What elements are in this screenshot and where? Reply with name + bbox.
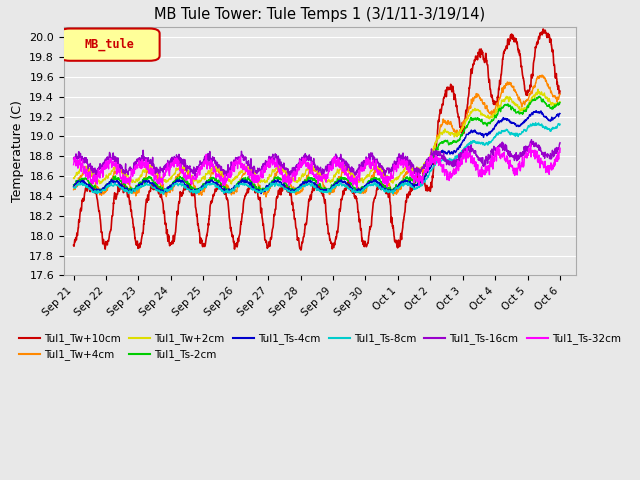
Line: Tul1_Tw+10cm: Tul1_Tw+10cm (74, 29, 560, 250)
Tul1_Ts-8cm (307, 182, 314, 188)
Tul1_Tw+2cm (307, 166, 314, 171)
Tul1_Ts-32cm (453, 167, 461, 172)
Tul1_Tw+10cm (297, 247, 305, 253)
Tul1_Tw+10cm (453, 103, 461, 108)
Tul1_Tw+2cm (556, 99, 564, 105)
Tul1_Tw+4cm (70, 187, 77, 192)
Line: Tul1_Tw+4cm: Tul1_Tw+4cm (74, 75, 560, 197)
Tul1_Ts-32cm (543, 164, 550, 170)
Tul1_Ts-4cm (307, 179, 314, 184)
Tul1_Ts-32cm (293, 166, 301, 172)
Tul1_Tw+4cm (294, 190, 301, 196)
Tul1_Ts-16cm (70, 156, 77, 162)
Tul1_Ts-2cm (355, 189, 363, 195)
Tul1_Ts-8cm (542, 125, 550, 131)
Tul1_Ts-8cm (532, 120, 540, 126)
Text: MB_tule: MB_tule (84, 37, 134, 51)
Tul1_Tw+2cm (70, 175, 77, 181)
Tul1_Ts-2cm (293, 186, 301, 192)
Tul1_Tw+4cm (307, 167, 314, 172)
Tul1_Tw+2cm (534, 86, 542, 92)
Tul1_Ts-8cm (294, 186, 301, 192)
Tul1_Ts-8cm (453, 153, 461, 159)
Tul1_Ts-16cm (191, 173, 199, 179)
Tul1_Tw+2cm (294, 180, 301, 185)
Tul1_Tw+2cm (228, 181, 236, 187)
Tul1_Ts-2cm (306, 176, 314, 182)
Tul1_Tw+4cm (542, 77, 550, 83)
Tul1_Ts-8cm (159, 192, 167, 197)
Tul1_Ts-8cm (70, 184, 77, 190)
Tul1_Tw+10cm (95, 204, 102, 210)
Tul1_Ts-4cm (542, 114, 550, 120)
Tul1_Tw+10cm (70, 242, 77, 248)
Tul1_Ts-2cm (556, 100, 564, 106)
Tul1_Tw+4cm (453, 127, 461, 133)
Tul1_Ts-16cm (294, 165, 301, 170)
Tul1_Ts-4cm (556, 111, 564, 117)
Tul1_Ts-16cm (453, 159, 461, 165)
Tul1_Ts-2cm (70, 182, 77, 188)
Tul1_Tw+2cm (542, 94, 550, 100)
Tul1_Ts-8cm (556, 121, 564, 127)
Line: Tul1_Tw+2cm: Tul1_Tw+2cm (74, 89, 560, 184)
Tul1_Ts-4cm (543, 114, 550, 120)
Title: MB Tule Tower: Tule Temps 1 (3/1/11-3/19/14): MB Tule Tower: Tule Temps 1 (3/1/11-3/19… (154, 7, 486, 22)
Legend: Tul1_Tw+10cm, Tul1_Tw+4cm, Tul1_Tw+2cm, Tul1_Ts-2cm, Tul1_Ts-4cm, Tul1_Ts-8cm, T: Tul1_Tw+10cm, Tul1_Tw+4cm, Tul1_Tw+2cm, … (15, 329, 625, 364)
Line: Tul1_Ts-4cm: Tul1_Ts-4cm (74, 111, 560, 193)
Tul1_Ts-4cm (95, 187, 102, 193)
Tul1_Ts-4cm (257, 191, 265, 196)
Tul1_Ts-32cm (306, 170, 314, 176)
Tul1_Tw+10cm (542, 30, 550, 36)
Tul1_Ts-16cm (556, 140, 564, 145)
Tul1_Ts-8cm (543, 125, 550, 131)
Tul1_Ts-8cm (95, 188, 102, 193)
Tul1_Ts-4cm (294, 185, 301, 191)
Tul1_Tw+10cm (293, 234, 301, 240)
Tul1_Tw+4cm (538, 72, 546, 78)
Tul1_Ts-2cm (536, 94, 543, 99)
Tul1_Ts-32cm (527, 141, 534, 147)
Tul1_Tw+10cm (556, 88, 564, 94)
Tul1_Ts-16cm (527, 137, 535, 143)
Line: Tul1_Ts-8cm: Tul1_Ts-8cm (74, 123, 560, 194)
Tul1_Tw+2cm (95, 177, 102, 183)
Tul1_Ts-32cm (556, 149, 564, 155)
Tul1_Tw+10cm (540, 26, 547, 32)
Tul1_Tw+4cm (262, 194, 270, 200)
Tul1_Ts-16cm (542, 152, 550, 157)
Tul1_Tw+10cm (307, 192, 314, 198)
Tul1_Ts-2cm (543, 101, 550, 107)
Line: Tul1_Ts-16cm: Tul1_Ts-16cm (74, 140, 560, 176)
Tul1_Ts-2cm (542, 101, 550, 107)
Tul1_Ts-32cm (95, 166, 102, 172)
Line: Tul1_Ts-2cm: Tul1_Ts-2cm (74, 96, 560, 192)
Tul1_Ts-4cm (453, 147, 461, 153)
Y-axis label: Temperature (C): Temperature (C) (11, 100, 24, 202)
Tul1_Ts-4cm (537, 108, 545, 114)
Tul1_Tw+4cm (556, 91, 564, 97)
Tul1_Ts-16cm (95, 165, 102, 171)
Tul1_Ts-32cm (353, 185, 360, 191)
Tul1_Ts-16cm (543, 152, 550, 157)
Line: Tul1_Ts-32cm: Tul1_Ts-32cm (74, 144, 560, 188)
Tul1_Ts-32cm (70, 162, 77, 168)
Tul1_Tw+4cm (543, 78, 550, 84)
Tul1_Ts-4cm (70, 184, 77, 190)
Tul1_Ts-2cm (95, 187, 102, 193)
Tul1_Tw+4cm (95, 184, 102, 190)
Tul1_Tw+10cm (543, 30, 550, 36)
Tul1_Tw+2cm (453, 131, 461, 137)
Tul1_Tw+2cm (543, 95, 550, 100)
FancyBboxPatch shape (60, 28, 159, 61)
Tul1_Ts-2cm (453, 139, 461, 144)
Tul1_Ts-16cm (307, 157, 314, 163)
Tul1_Ts-32cm (542, 166, 550, 171)
